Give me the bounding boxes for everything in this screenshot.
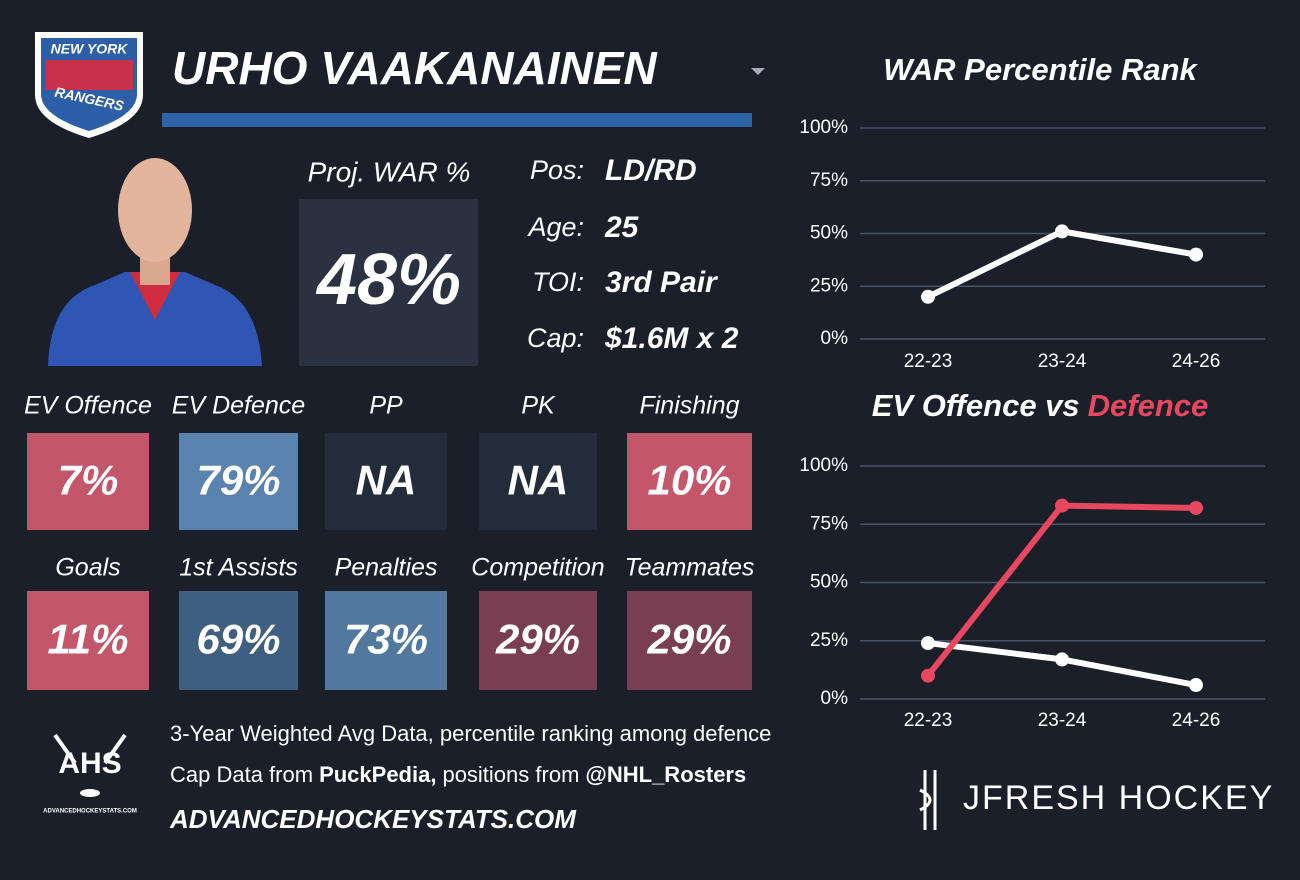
tile-value: 10% [647,457,731,504]
footer-note: 3-Year Weighted Avg Data, percentile ran… [170,721,771,746]
team-name: NEW YORK [51,41,129,57]
chart-title: EV Offence vs Defence [872,388,1209,423]
footer-segment: PuckPedia, [319,762,436,787]
tile [179,433,298,530]
info-label: Cap: [527,323,584,353]
y-tick-label: 25% [810,630,848,651]
series-point [921,289,935,304]
tile-label: 1st Assists [179,554,298,582]
info-value: $1.6M x 2 [604,322,739,355]
tile [479,591,597,690]
footer-segment: positions from [442,762,579,787]
tile [179,591,298,690]
footer-note: Cap Data from PuckPedia, positions from @NH… [170,762,746,787]
series-point [921,668,935,683]
series-point [1189,678,1203,693]
y-tick-label: 50% [810,572,848,593]
tile [627,433,752,530]
tile [325,591,447,690]
tile-value: 7% [58,457,119,504]
y-tick-label: 100% [799,117,848,138]
tile-value: NA [508,457,569,504]
tile [27,591,149,690]
dropdown-arrow[interactable] [751,68,765,75]
tile-label: PK [521,392,556,420]
player-photo [48,158,262,366]
x-tick-label: 22-23 [904,710,953,731]
ahs-logo: AHS ADVANCEDHOCKEYSTATS.COM [43,733,137,815]
x-tick-label: 22-23 [904,351,953,372]
info-label: Pos: [530,155,584,185]
info-value: 3rd Pair [605,266,719,299]
tile-value: NA [356,457,417,504]
chart-title-part: WAR Percentile Rank [883,52,1198,87]
info-label: Age: [526,212,584,242]
brand-name: JFRESH HOCKEY [963,779,1274,817]
y-tick-label: 100% [799,455,848,476]
series-point [1189,247,1203,262]
chart-title-part: Defence [1088,388,1209,423]
team-logo: NEW YORK RANGERS [35,32,143,138]
tile-label: Penalties [335,554,438,582]
player-name: URHO VAAKANAINEN [172,42,657,94]
tile-value: 79% [196,457,280,504]
series-point [1189,500,1203,515]
series-point [1055,652,1069,667]
tile-label: Competition [471,554,604,582]
proj-war-value: 48% [315,240,461,320]
ahs-logo-url: ADVANCEDHOCKEYSTATS.COM [43,809,137,815]
x-tick-label: 23-24 [1038,351,1087,372]
info-value: LD/RD [605,154,697,187]
tile-value: 29% [495,616,580,663]
tile-label: Goals [55,554,120,582]
tile [627,591,752,690]
name-underline [162,113,752,127]
series-point [921,636,935,651]
series-point [1055,224,1069,239]
footer-segment: @NHL_Rosters [585,762,746,787]
tile-value: 29% [646,616,731,663]
tile [325,433,447,530]
info-value: 25 [604,211,640,244]
chart-title: WAR Percentile Rank [883,52,1198,87]
y-tick-label: 50% [810,223,848,244]
tile-value: 73% [344,616,428,663]
tile [27,433,149,530]
y-tick-label: 75% [810,170,848,191]
proj-war-label: Proj. WAR % [308,156,471,187]
tile-value: 11% [48,616,129,663]
tile-label: EV Defence [172,392,305,420]
y-tick-label: 75% [810,513,848,534]
x-tick-label: 23-24 [1038,710,1087,731]
footer-segment: Cap Data from [170,762,313,787]
ahs-logo-text: AHS [58,747,121,780]
footer-url: ADVANCEDHOCKEYSTATS.COM [169,804,577,834]
info-label: TOI: [532,267,584,297]
series-point [1055,498,1069,513]
x-tick-label: 24-26 [1172,351,1221,372]
brand-logo [919,770,937,830]
tile-label: Teammates [625,554,755,582]
tile-label: EV Offence [24,392,152,420]
y-tick-label: 0% [821,688,849,709]
x-tick-label: 24-26 [1172,710,1221,731]
proj-war-box [299,199,478,366]
y-tick-label: 25% [810,275,848,296]
y-tick-label: 0% [821,328,849,349]
tile-value: 69% [196,616,280,663]
tile-label: PP [369,392,403,420]
tile [479,433,597,530]
chart-title-part: EV Offence vs [872,388,1080,423]
tile-label: Finishing [639,392,739,420]
